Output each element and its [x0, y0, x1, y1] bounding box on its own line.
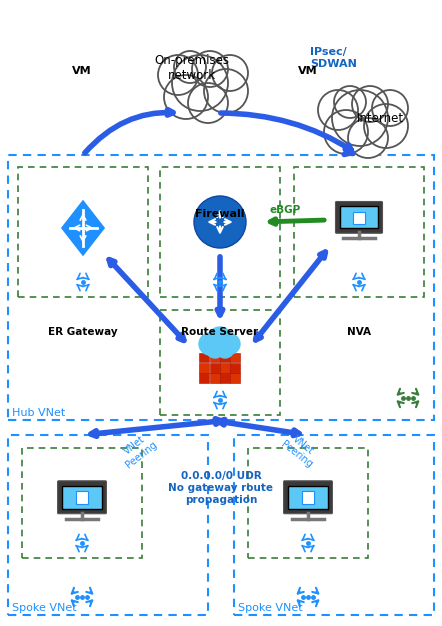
Circle shape	[372, 90, 408, 126]
Circle shape	[324, 110, 368, 154]
Bar	[160, 310, 280, 415]
FancyBboxPatch shape	[230, 363, 240, 373]
Text: eBGP: eBGP	[269, 205, 301, 215]
Bar	[18, 167, 148, 297]
Circle shape	[164, 75, 208, 119]
FancyBboxPatch shape	[210, 373, 220, 383]
Text: VM: VM	[72, 66, 92, 76]
Text: IPsec/
SDWAN: IPsec/ SDWAN	[310, 47, 357, 69]
Circle shape	[348, 118, 388, 158]
Circle shape	[192, 51, 228, 87]
Circle shape	[216, 340, 234, 358]
Circle shape	[220, 334, 240, 354]
FancyBboxPatch shape	[57, 481, 107, 514]
FancyBboxPatch shape	[335, 202, 382, 233]
Circle shape	[352, 86, 388, 122]
Circle shape	[208, 327, 232, 351]
Text: Spoke VNet: Spoke VNet	[238, 603, 303, 613]
FancyBboxPatch shape	[210, 363, 220, 373]
Bar	[22, 448, 142, 558]
Text: VNet
Peering: VNet Peering	[279, 430, 321, 470]
FancyBboxPatch shape	[199, 373, 209, 383]
Text: On-premises
network: On-premises network	[155, 54, 229, 82]
FancyBboxPatch shape	[199, 352, 209, 362]
Bar	[234, 435, 434, 615]
Circle shape	[364, 104, 408, 148]
Circle shape	[206, 340, 224, 358]
Circle shape	[174, 51, 206, 83]
Circle shape	[199, 333, 221, 355]
Bar	[8, 435, 208, 615]
Bar	[8, 155, 434, 420]
Text: Spoke VNet: Spoke VNet	[12, 603, 76, 613]
Text: VM: VM	[298, 66, 318, 76]
Circle shape	[188, 83, 228, 123]
Polygon shape	[60, 198, 107, 258]
Circle shape	[318, 90, 358, 130]
FancyBboxPatch shape	[230, 373, 240, 383]
FancyBboxPatch shape	[220, 373, 230, 383]
Text: NVA: NVA	[347, 327, 371, 337]
Circle shape	[158, 55, 198, 95]
FancyBboxPatch shape	[230, 352, 240, 362]
FancyBboxPatch shape	[76, 491, 88, 504]
Text: ER Gateway: ER Gateway	[48, 327, 118, 337]
Text: Hub VNet: Hub VNet	[12, 408, 65, 418]
Text: Internet: Internet	[356, 111, 404, 125]
FancyBboxPatch shape	[339, 206, 378, 228]
FancyBboxPatch shape	[301, 491, 314, 504]
FancyBboxPatch shape	[199, 363, 209, 373]
Circle shape	[204, 69, 248, 113]
Bar	[160, 167, 280, 297]
FancyBboxPatch shape	[62, 486, 102, 508]
Text: 0.0.0.0/0 UDR
No gateway route
propagation: 0.0.0.0/0 UDR No gateway route propagati…	[168, 471, 274, 505]
Circle shape	[332, 90, 388, 146]
Circle shape	[334, 86, 366, 118]
Circle shape	[212, 55, 248, 91]
FancyBboxPatch shape	[210, 352, 220, 362]
FancyBboxPatch shape	[284, 481, 332, 514]
Bar	[248, 448, 368, 558]
FancyBboxPatch shape	[288, 486, 328, 508]
Text: Route Server: Route Server	[181, 327, 259, 337]
Circle shape	[172, 55, 228, 111]
FancyBboxPatch shape	[220, 363, 230, 373]
FancyBboxPatch shape	[353, 212, 365, 224]
Text: VNet
Peering: VNet Peering	[117, 430, 159, 470]
Bar	[294, 167, 424, 297]
Circle shape	[194, 196, 246, 248]
FancyBboxPatch shape	[220, 352, 230, 362]
Text: Firewall: Firewall	[195, 209, 245, 219]
